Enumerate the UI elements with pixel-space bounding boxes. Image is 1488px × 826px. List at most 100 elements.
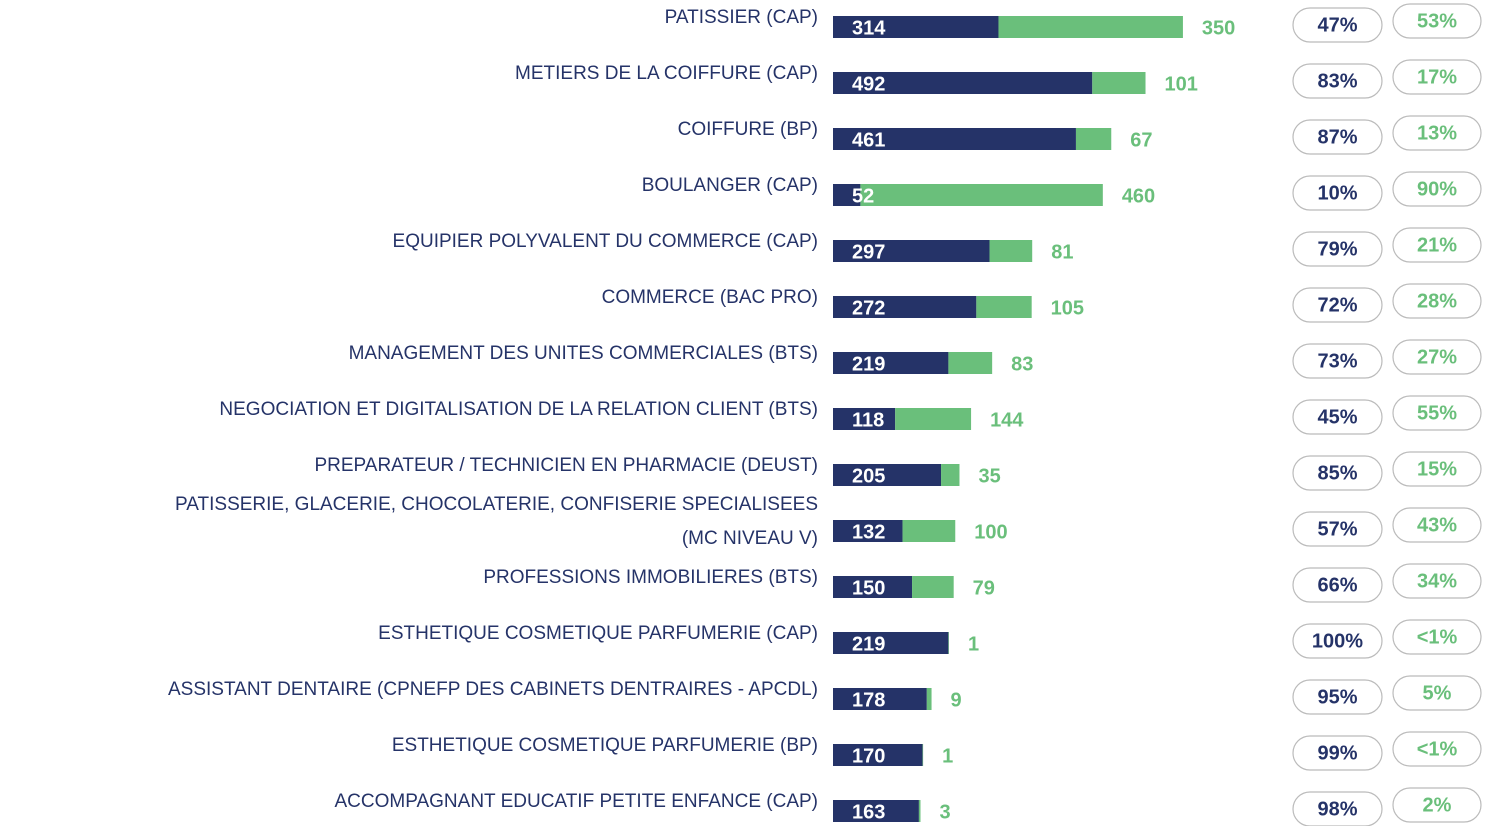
value-label: 1: [968, 633, 979, 655]
share-label: 10%: [1317, 182, 1357, 204]
share-pill: [1292, 7, 1383, 43]
share-label: 79%: [1317, 238, 1357, 260]
category-label: PROFESSIONS IMMOBILIERES (BTS): [483, 567, 818, 588]
share-pill: [1392, 395, 1482, 431]
share-pill: [1392, 563, 1482, 599]
share-pill: [1292, 623, 1383, 659]
share-pill: [1392, 227, 1482, 263]
bar-segment: [976, 296, 1032, 318]
share-pill: [1292, 119, 1383, 155]
share-label: 55%: [1417, 402, 1457, 424]
value-label: 219: [852, 633, 885, 655]
share-pill: [1392, 171, 1482, 207]
share-pill: [1292, 399, 1383, 435]
bar-segment: [833, 632, 949, 654]
bar-segment: [833, 72, 1093, 94]
value-label: 3: [939, 801, 950, 823]
value-label: 83: [1011, 353, 1033, 375]
bar-segment: [833, 296, 977, 318]
share-pill: [1392, 731, 1482, 767]
value-label: 67: [1130, 129, 1152, 151]
share-pill: [1292, 567, 1383, 603]
value-label: 1: [942, 745, 953, 767]
value-label: 100: [974, 521, 1007, 543]
value-label: 150: [852, 577, 885, 599]
value-label: 132: [852, 521, 885, 543]
bar-segment: [918, 800, 921, 822]
bar-segment: [998, 16, 1183, 38]
bar-segment: [833, 240, 990, 262]
share-label: 100%: [1312, 630, 1363, 652]
bar-segment: [833, 800, 919, 822]
bar-segment: [1075, 128, 1112, 150]
share-label: 27%: [1417, 346, 1457, 368]
share-label: 21%: [1417, 234, 1457, 256]
share-pill: [1292, 791, 1383, 826]
share-pill: [1292, 455, 1383, 491]
share-label: <1%: [1417, 738, 1458, 760]
share-label: 17%: [1417, 66, 1457, 88]
bar-segment: [833, 16, 999, 38]
bar-segment: [833, 184, 861, 206]
share-label: 15%: [1417, 458, 1457, 480]
value-label: 105: [1051, 297, 1084, 319]
bar-segment: [941, 464, 960, 486]
bar-segment: [902, 520, 956, 542]
bar-segment: [833, 688, 927, 710]
share-label: 43%: [1417, 514, 1457, 536]
share-pill: [1292, 287, 1383, 323]
bar-segment: [833, 352, 949, 374]
share-pill: [1392, 787, 1482, 823]
share-label: 34%: [1417, 570, 1457, 592]
share-label: 5%: [1423, 682, 1452, 704]
category-label: PREPARATEUR / TECHNICIEN EN PHARMACIE (D…: [314, 455, 818, 476]
category-label: COMMERCE (BAC PRO): [601, 287, 818, 308]
value-label: 118: [852, 409, 884, 431]
share-pill: [1292, 679, 1383, 715]
share-pill: [1392, 115, 1482, 151]
value-label: 163: [852, 801, 885, 823]
value-label: 492: [852, 73, 885, 95]
share-pill: [1392, 619, 1482, 655]
bar-segment: [926, 688, 932, 710]
share-pill: [1292, 175, 1383, 211]
share-label: 57%: [1317, 518, 1357, 540]
share-label: 13%: [1417, 122, 1457, 144]
share-pill: [1392, 675, 1482, 711]
category-label: COIFFURE (BP): [677, 119, 818, 140]
share-pill: [1292, 343, 1383, 379]
share-label: 72%: [1317, 294, 1357, 316]
bar-segment: [895, 408, 972, 430]
bar-segment: [833, 464, 942, 486]
share-label: <1%: [1417, 626, 1458, 648]
share-label: 28%: [1417, 290, 1457, 312]
share-label: 98%: [1317, 798, 1357, 820]
share-label: 99%: [1317, 742, 1357, 764]
share-label: 47%: [1317, 14, 1357, 36]
category-label: ACCOMPAGNANT EDUCATIF PETITE ENFANCE (CA…: [334, 791, 819, 812]
category-label: ESTHETIQUE COSMETIQUE PARFUMERIE (BP): [391, 735, 818, 756]
share-label: 53%: [1417, 10, 1457, 32]
bar-segment: [989, 240, 1033, 262]
share-pill: [1292, 231, 1383, 267]
bar-segment: [833, 408, 896, 430]
value-label: 178: [852, 689, 885, 711]
share-label: 73%: [1317, 350, 1357, 372]
bar-segment: [1092, 72, 1146, 94]
bar-segment: [860, 184, 1103, 206]
share-label: 85%: [1317, 462, 1357, 484]
value-label: 79: [973, 577, 995, 599]
value-label: 170: [852, 745, 885, 767]
category-label: NEGOCIATION ET DIGITALISATION DE LA RELA…: [219, 399, 818, 420]
bar-segment: [948, 632, 949, 654]
share-pill: [1392, 3, 1482, 39]
share-label: 90%: [1417, 178, 1457, 200]
bar-segment: [833, 128, 1076, 150]
category-label: MANAGEMENT DES UNITES COMMERCIALES (BTS): [348, 343, 818, 364]
share-label: 87%: [1317, 126, 1357, 148]
share-pill: [1392, 451, 1482, 487]
value-label: 460: [1122, 185, 1155, 207]
share-label: 66%: [1317, 574, 1357, 596]
